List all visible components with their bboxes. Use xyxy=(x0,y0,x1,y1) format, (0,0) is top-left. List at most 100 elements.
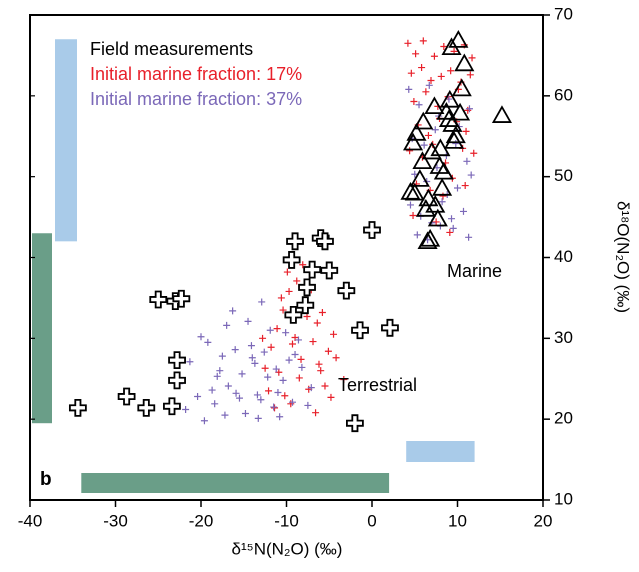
point-plus xyxy=(405,85,413,93)
point-triangle xyxy=(409,169,430,187)
point-plus xyxy=(293,277,301,285)
point-plus xyxy=(248,354,256,362)
point-plus xyxy=(271,404,279,412)
point-plus xyxy=(258,298,266,306)
x-tick-label: 0 xyxy=(367,511,376,530)
point-plus xyxy=(439,192,447,200)
point-plus xyxy=(260,348,268,356)
point-plus xyxy=(410,97,418,105)
point-triangle xyxy=(413,111,434,130)
legend-label: Initial marine fraction: 37% xyxy=(90,89,302,109)
point-plus xyxy=(216,367,224,375)
point-plus xyxy=(330,330,338,338)
point-plus xyxy=(466,71,474,79)
point-triangle xyxy=(439,89,460,108)
point-plus xyxy=(462,127,470,135)
point-plus xyxy=(409,211,417,219)
x-tick-label: -20 xyxy=(189,511,214,530)
point-triangle xyxy=(425,194,446,213)
point-plus xyxy=(427,76,435,84)
point-plus xyxy=(432,218,440,226)
point-triangle xyxy=(421,141,442,160)
point-plus xyxy=(229,307,237,315)
point-plus xyxy=(465,105,473,113)
point-plus xyxy=(317,367,325,375)
point-plus xyxy=(327,393,335,401)
point-plus xyxy=(413,231,421,239)
point-plus xyxy=(425,81,433,89)
point-plus xyxy=(288,340,296,348)
point-plus xyxy=(197,333,205,341)
point-plus xyxy=(312,409,320,417)
point-plus xyxy=(437,72,445,80)
point-cross xyxy=(149,290,168,309)
point-plus xyxy=(281,392,289,400)
point-plus xyxy=(459,207,467,215)
point-plus xyxy=(454,184,461,192)
point-plus xyxy=(283,268,291,276)
point-plus xyxy=(279,376,287,384)
point-plus xyxy=(324,347,332,355)
point-cross xyxy=(303,260,322,279)
point-plus xyxy=(287,400,295,408)
point-plus xyxy=(285,287,293,295)
point-plus xyxy=(211,400,219,408)
point-plus xyxy=(277,294,285,302)
x-tick-label: -40 xyxy=(18,511,43,530)
point-triangle xyxy=(451,78,472,97)
point-plus xyxy=(223,321,231,329)
point-triangle xyxy=(432,177,453,196)
point-plus xyxy=(461,182,469,190)
x-axis-label: δ¹⁵N(N₂O) (‰) xyxy=(232,539,343,558)
point-cross xyxy=(284,305,303,324)
point-plus xyxy=(251,359,259,367)
point-cross xyxy=(346,414,364,433)
point-plus xyxy=(467,171,475,179)
point-triangle xyxy=(430,138,451,157)
point-plus xyxy=(452,140,460,148)
point-cross xyxy=(282,251,301,269)
point-plus xyxy=(291,351,299,358)
point-cross xyxy=(68,398,87,417)
point-plus xyxy=(182,405,190,413)
point-plus xyxy=(440,43,448,51)
point-plus xyxy=(295,374,303,382)
point-plus xyxy=(424,131,432,139)
point-triangle xyxy=(404,182,425,201)
point-plus xyxy=(221,411,229,419)
point-cross xyxy=(286,232,304,251)
point-plus xyxy=(294,336,302,344)
point-plus xyxy=(186,358,194,366)
point-plus xyxy=(285,356,293,364)
y-tick-label: 20 xyxy=(554,409,573,428)
point-plus xyxy=(406,201,414,209)
point-plus xyxy=(282,329,290,337)
point-plus xyxy=(270,403,278,411)
point-triangle xyxy=(441,37,462,56)
point-triangle xyxy=(427,208,448,227)
point-plus xyxy=(253,391,261,399)
point-plus xyxy=(407,69,415,77)
panel-label: b xyxy=(40,469,52,490)
point-triangle xyxy=(438,109,459,127)
point-plus xyxy=(448,215,456,223)
point-triangle xyxy=(429,156,450,174)
y-tick-label: 70 xyxy=(554,4,573,23)
point-plus xyxy=(307,384,315,392)
legend-label: Field measurements xyxy=(90,39,253,59)
point-plus xyxy=(241,410,249,418)
point-plus xyxy=(318,308,326,316)
point-triangle xyxy=(433,161,454,180)
point-plus xyxy=(279,306,287,314)
point-triangle xyxy=(402,132,424,151)
point-plus xyxy=(406,147,414,155)
range-bar xyxy=(81,473,390,493)
point-plus xyxy=(298,363,306,371)
point-plus xyxy=(267,343,275,351)
point-plus xyxy=(447,67,455,75)
point-plus xyxy=(244,317,252,325)
point-plus xyxy=(204,338,212,346)
point-plus xyxy=(266,326,274,334)
point-plus xyxy=(419,37,427,45)
